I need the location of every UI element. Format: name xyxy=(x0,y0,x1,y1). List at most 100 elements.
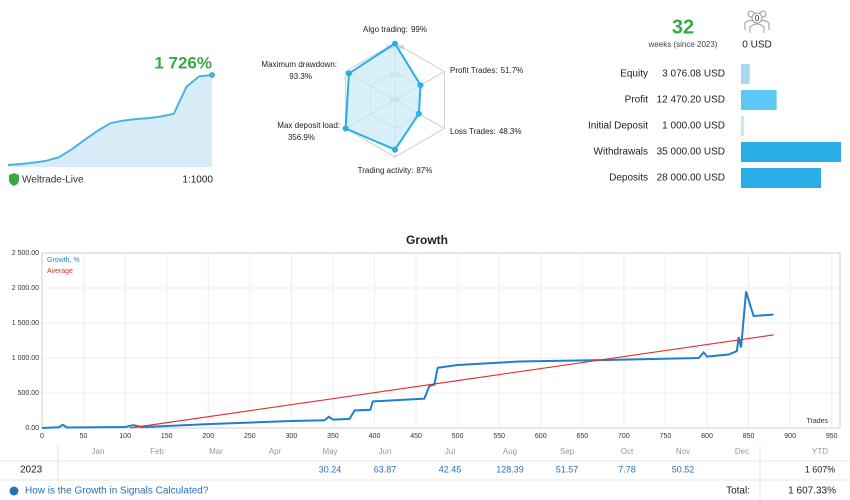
subscribers-icon xyxy=(744,10,770,33)
radar-axis-name: Loss Trades: xyxy=(450,127,496,136)
radar-area xyxy=(344,42,422,151)
radar-label: Profit Trades: 51.7% xyxy=(450,66,523,75)
month-value: 63.87 xyxy=(374,464,397,474)
radar-label: Trading activity: 87% xyxy=(358,166,433,175)
month-header: May xyxy=(322,447,337,456)
y-tick-label: 1 500.00 xyxy=(12,320,39,327)
y-tick-label: 2 500.00 xyxy=(12,250,39,257)
radar-point xyxy=(345,70,352,77)
x-tick-label: 850 xyxy=(743,433,755,440)
x-tick-label: 400 xyxy=(369,433,381,440)
stat-bar xyxy=(741,116,744,136)
legend-entry: Growth, % xyxy=(47,257,80,264)
subscribers-funds: 0 USD xyxy=(742,40,771,51)
radar-value: 51.7% xyxy=(501,66,524,75)
x-tick-label: 750 xyxy=(660,433,672,440)
x-tick-label: 0 xyxy=(40,433,44,440)
x-tick-label: 300 xyxy=(286,433,298,440)
x-tick-label: 100 xyxy=(119,433,131,440)
radar-axis-name: Trading activity: xyxy=(358,166,414,175)
total-label: Total: xyxy=(726,486,750,497)
month-header: Jul xyxy=(445,447,455,456)
month-header: Sep xyxy=(560,447,575,456)
y-tick-label: 2 000.00 xyxy=(12,285,39,292)
month-header: Oct xyxy=(621,447,634,456)
x-tick-label: 700 xyxy=(618,433,630,440)
month-header: Mar xyxy=(209,447,223,456)
x-tick-label: 500 xyxy=(452,433,464,440)
sparkline xyxy=(7,74,213,166)
weeks: 32 xyxy=(672,16,694,38)
radar-axis-name: Max deposit load: xyxy=(277,121,340,130)
radar-label: Algo trading: 99% xyxy=(363,25,427,34)
y-tick-label: 0.00 xyxy=(25,425,39,432)
month-value: 51.57 xyxy=(556,464,579,474)
stat-label: Equity xyxy=(620,69,648,80)
month-header: YTD xyxy=(812,447,828,456)
leverage: 1:1000 xyxy=(182,175,213,186)
broker[interactable]: Weltrade-Live xyxy=(22,175,84,186)
radar-label: Max deposit load: 356.9% xyxy=(277,121,340,142)
radar-point xyxy=(392,146,398,153)
month-header: Apr xyxy=(269,447,282,456)
month-value: 50.52 xyxy=(672,464,695,474)
stat-label: Initial Deposit xyxy=(588,121,648,132)
radar-value: 99% xyxy=(411,25,427,34)
x-tick-label: 800 xyxy=(701,433,713,440)
month-value: 7.78 xyxy=(618,464,636,474)
radar-value: 48.3% xyxy=(499,127,522,136)
x-tick-label: 650 xyxy=(576,433,588,440)
help-icon xyxy=(9,486,19,496)
x-tick-label: 50 xyxy=(80,433,88,440)
radar-point xyxy=(417,82,424,89)
stat-value: 3 076.08 USD xyxy=(662,69,725,80)
series-line xyxy=(41,291,774,429)
radar-label: Loss Trades: 48.3% xyxy=(450,127,522,136)
x-tick-label: 150 xyxy=(161,433,173,440)
month-value: 1 607% xyxy=(805,464,836,474)
help-link[interactable]: How is the Growth in Signals Calculated? xyxy=(25,486,209,497)
radar-point xyxy=(392,40,398,47)
x-tick-label: 900 xyxy=(784,433,796,440)
stat-value: 35 000.00 USD xyxy=(657,147,725,158)
radar-value: 356.9% xyxy=(288,133,315,142)
x-tick-label: 600 xyxy=(535,433,547,440)
x-tick-label: 950 xyxy=(826,433,838,440)
month-header: Aug xyxy=(503,447,517,456)
radar-axis-name: Maximum drawdown: xyxy=(261,60,337,69)
series-line xyxy=(130,334,774,429)
radar-value: 87% xyxy=(416,166,432,175)
stat-bar xyxy=(741,142,841,162)
x-tick-label: 550 xyxy=(493,433,505,440)
month-header: Jan xyxy=(92,447,105,456)
radar-label: Maximum drawdown: 93.3% xyxy=(261,60,337,81)
y-tick-label: 500.00 xyxy=(18,390,40,397)
stat-bar xyxy=(741,168,821,188)
stat-bar xyxy=(741,90,777,110)
x-tick-label: 200 xyxy=(202,433,214,440)
stat-value: 12 470.20 USD xyxy=(657,95,725,106)
month-header: Feb xyxy=(150,447,164,456)
radar-point xyxy=(415,110,422,117)
radar-point xyxy=(342,125,349,132)
stat-label: Withdrawals xyxy=(594,147,648,158)
month-value: 128.39 xyxy=(496,464,524,474)
table-year: 2023 xyxy=(20,465,43,476)
growth-headline: 1 726% xyxy=(154,53,212,72)
month-value: 30.24 xyxy=(319,464,342,474)
y-tick-label: 1 000.00 xyxy=(12,355,39,362)
chart-title: Growth xyxy=(406,233,448,247)
stat-value: 1 000.00 USD xyxy=(662,121,725,132)
stat-value: 28 000.00 USD xyxy=(657,173,725,184)
stat-label: Deposits xyxy=(609,173,648,184)
x-tick-label: 250 xyxy=(244,433,256,440)
month-value: 42.45 xyxy=(439,464,462,474)
sparkline-end xyxy=(209,72,215,78)
stat-label: Profit xyxy=(625,95,649,106)
x-tick-label: 450 xyxy=(410,433,422,440)
x-tick-label: 350 xyxy=(327,433,339,440)
x-axis-label: Trades xyxy=(806,418,828,425)
month-header: Jun xyxy=(379,447,392,456)
sparkline-area xyxy=(8,75,212,167)
